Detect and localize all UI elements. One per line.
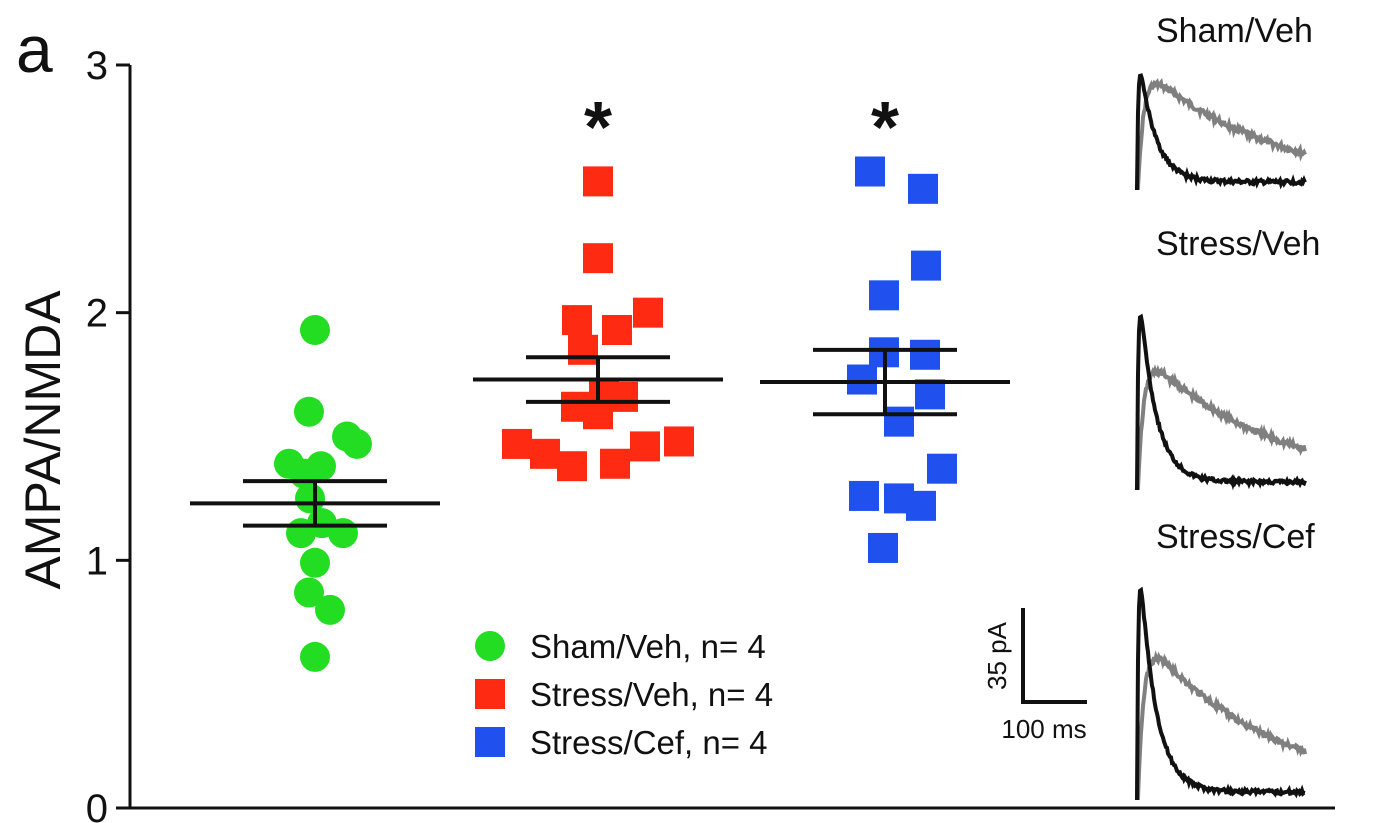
data-point [633, 297, 663, 328]
significance-asterisk: * [584, 88, 612, 168]
data-point [915, 379, 945, 410]
scale-bar: 35 pA 100 ms [982, 608, 1087, 744]
data-point [664, 426, 694, 457]
trace-label: Stress/Veh [1156, 225, 1320, 263]
nmda-trace [1135, 650, 1307, 800]
data-point [294, 577, 324, 608]
trace-label: Stress/Cef [1156, 518, 1315, 556]
data-point [927, 453, 957, 484]
data-point [294, 396, 324, 427]
data-point [295, 483, 325, 514]
legend-entry-label: Sham/Veh, n= 4 [530, 628, 766, 665]
data-point [502, 428, 532, 459]
data-point [630, 431, 660, 462]
data-point [568, 334, 598, 365]
significance-asterisk: * [871, 88, 899, 168]
significance-markers: * * [584, 88, 899, 168]
data-point [583, 166, 613, 197]
mean-sem-bars [190, 347, 1010, 528]
legend-entry-label: Stress/Cef, n= 4 [530, 724, 768, 761]
data-point [868, 532, 898, 563]
data-point [583, 399, 613, 430]
data-point [562, 305, 592, 336]
ampa-trace [1135, 73, 1307, 190]
data-point [847, 364, 877, 395]
nmda-trace [1135, 77, 1307, 190]
data-point [600, 448, 630, 479]
scale-bar-horizontal-label: 100 ms [1001, 714, 1086, 744]
trace-label: Sham/Veh [1156, 12, 1313, 50]
data-point [557, 451, 587, 482]
data-point [911, 250, 941, 281]
y-tick-label: 0 [86, 787, 108, 823]
nmda-trace [1135, 364, 1307, 490]
ampa-trace [1135, 313, 1307, 491]
data-point [300, 547, 330, 578]
y-axis-label: AMPA/NMDA [15, 290, 71, 590]
data-point [583, 243, 613, 274]
chart-axes: 0 1 2 3 [86, 44, 1335, 823]
data-point [300, 315, 330, 346]
data-points [274, 156, 957, 672]
scale-bar-vertical-label: 35 pA [982, 621, 1012, 690]
legend: Sham/Veh, n= 4 Stress/Veh, n= 4 Stress/Cef… [475, 628, 773, 761]
data-point [530, 438, 560, 469]
data-point [869, 280, 899, 311]
ampa-trace [1135, 586, 1306, 800]
data-point [910, 339, 940, 370]
panel-label: a [16, 12, 53, 86]
data-point [884, 406, 914, 437]
data-point [300, 641, 330, 672]
data-point [602, 315, 632, 346]
example-traces: Sham/Veh Stress/Veh Stress/Cef [1135, 12, 1320, 800]
data-point [315, 594, 345, 625]
data-point [342, 428, 372, 459]
legend-marker [475, 679, 505, 709]
y-tick-label: 2 [86, 292, 108, 336]
y-tick-label: 1 [86, 539, 108, 583]
data-point [328, 518, 358, 549]
legend-marker [475, 727, 505, 757]
data-point [855, 156, 885, 187]
legend-marker [475, 631, 505, 661]
data-point [306, 451, 336, 482]
legend-entry-label: Stress/Veh, n= 4 [530, 676, 773, 713]
data-point [849, 480, 879, 511]
data-point [908, 173, 938, 204]
data-point [286, 518, 316, 549]
data-point [906, 490, 936, 521]
y-tick-label: 3 [86, 44, 108, 88]
